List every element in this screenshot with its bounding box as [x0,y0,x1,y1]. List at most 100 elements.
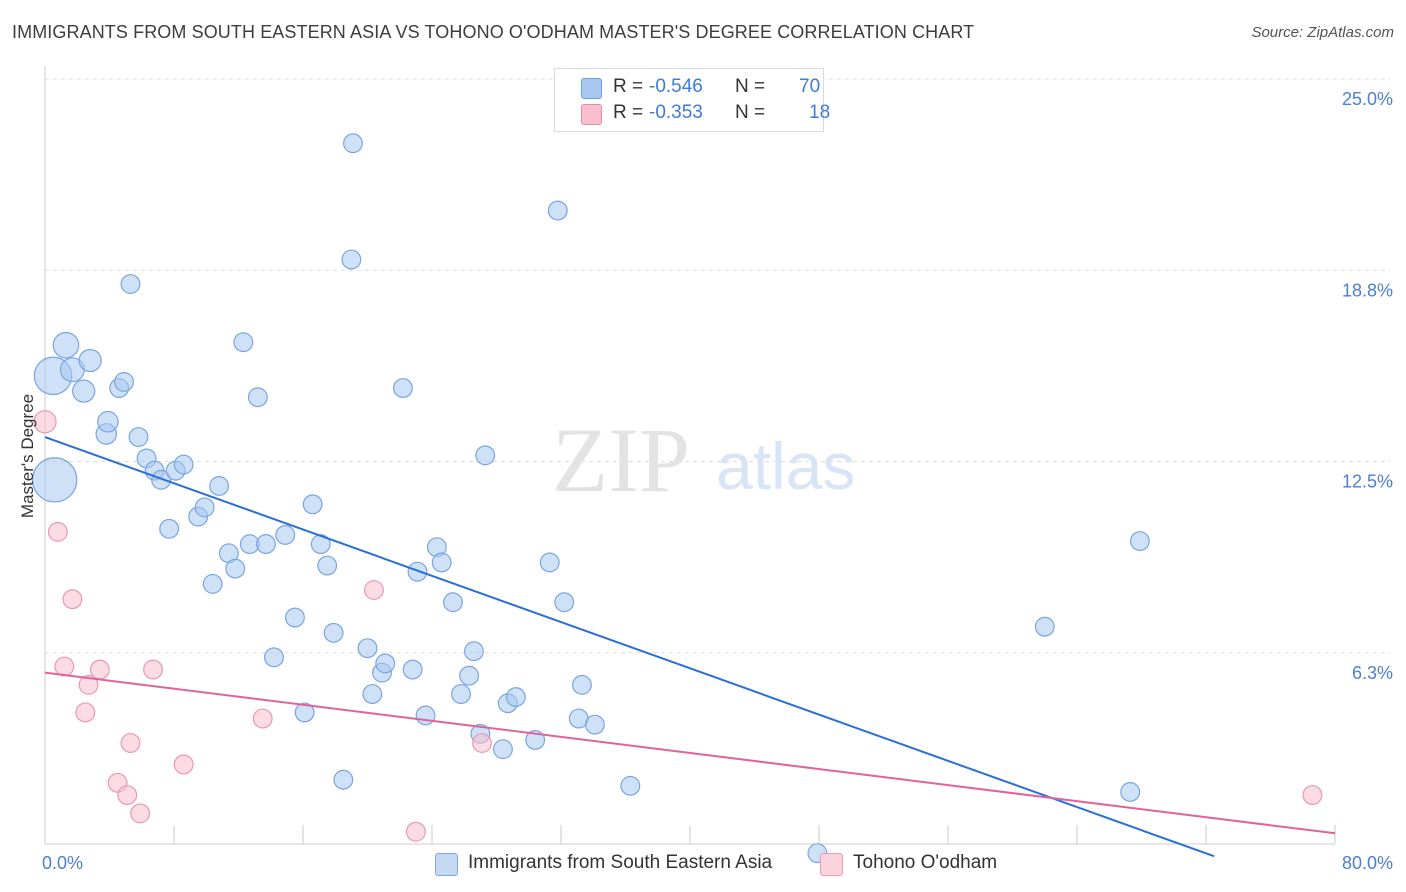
data-point-tohono [472,733,492,753]
data-point-tohono [143,659,163,680]
data-point-asia [31,457,78,503]
data-point-asia [151,469,172,490]
y-tick-label: 25.0% [1342,89,1393,109]
data-point-tohono [120,733,141,753]
data-point-asia [233,332,254,353]
data-point-asia [323,622,344,643]
data-point-tohono [364,580,384,600]
data-point-asia [202,573,223,594]
data-point-asia [114,371,134,392]
trend-layer [44,436,1336,858]
data-point-asia [284,607,305,628]
data-point-asia [415,705,436,726]
data-point-tohono [54,656,75,677]
watermark: ZIP atlas [552,409,855,511]
data-point-asia [539,552,560,573]
legend-n-label: N = [735,102,766,123]
chart-source: Source: ZipAtlas.com [1251,24,1394,41]
data-point-asia [402,659,423,680]
x-tick-label-right: 80.0% [1342,853,1393,873]
data-point-asia [159,518,180,539]
data-point-asia [357,638,378,659]
data-point-tohono [62,589,83,610]
watermark-atlas: atlas [716,429,855,503]
data-point-asia [525,730,546,750]
data-point-tohono [1302,785,1323,805]
data-point-asia [247,387,268,408]
data-point-asia [547,200,568,221]
data-point-tohono [89,659,110,680]
data-point-asia [451,684,471,705]
legend-n-value: 70 [799,76,821,97]
data-point-asia [362,684,383,705]
data-point-tohono [78,674,99,695]
data-point-tohono [117,785,138,805]
axis-layer [44,66,1336,845]
data-point-asia [128,427,149,447]
data-point-tohono [405,821,426,842]
data-point-tohono [252,708,273,729]
legend-r-label: R = [613,102,644,123]
data-point-asia [294,702,315,723]
data-point-asia [407,561,428,582]
data-point-asia [431,552,452,573]
data-point-asia [459,665,480,686]
data-point-tohono [130,803,151,824]
data-point-asia [173,454,194,475]
chart-title: IMMIGRANTS FROM SOUTH EASTERN ASIA VS TO… [12,22,975,42]
legend-r-label: R = [613,76,644,97]
y-tick-label: 12.5% [1342,472,1393,492]
bottom-legend-label: Tohono O'odham [853,852,998,873]
data-point-asia [375,653,396,674]
data-point-asia [209,476,230,496]
data-point-tohono [33,410,57,434]
legend-swatch-pink [581,104,602,125]
data-point-asia [275,524,296,545]
data-point-asia [463,641,484,662]
data-point-asia [225,558,246,579]
data-point-asia [310,534,331,555]
grid-layer [45,78,1390,654]
data-point-tohono [75,702,96,723]
data-point-asia [333,769,354,790]
data-point-asia [1034,616,1055,637]
correlation-legend: R = -0.546 N = 70 R = -0.353 N = 18 [554,68,830,132]
bottom-legend-label: Immigrants from South Eastern Asia [468,852,773,873]
points-layer [31,133,1323,864]
data-point-asia [255,534,276,555]
data-point-asia [97,410,119,433]
y-axis-label: Master's Degree [18,394,37,518]
data-point-asia [1129,531,1150,552]
data-point-tohono [173,754,194,775]
data-point-asia [475,445,496,466]
data-point-asia [120,274,141,294]
label-layer: 25.0% 18.8% 12.5% 6.3% 0.0% 80.0% Master's Deg… [18,89,1393,873]
data-point-asia [302,494,323,515]
watermark-zip: ZIP [552,409,690,511]
y-tick-label: 18.8% [1342,280,1393,300]
bottom-legend-swatch-blue [435,853,458,876]
data-point-asia [393,378,413,399]
y-tick-label: 6.3% [1352,663,1393,683]
data-point-asia [493,739,513,760]
data-point-asia [78,348,102,373]
data-point-asia [72,379,96,403]
legend-r-value: -0.546 [649,76,703,97]
data-point-asia [52,331,80,359]
data-point-asia [343,133,363,154]
data-point-asia [443,592,463,613]
data-point-asia [194,497,215,518]
legend-r-value: -0.353 [649,102,703,123]
data-point-asia [341,249,362,270]
data-point-asia [505,687,526,708]
data-point-asia [554,592,575,613]
data-point-asia [317,555,338,576]
trend-line-asia [44,436,1215,858]
legend-swatch-blue [581,78,602,99]
legend-n-label: N = [735,76,766,97]
bottom-legend-swatch-pink [820,853,843,876]
trend-line-tohono [44,671,1336,835]
data-point-tohono [47,521,68,542]
data-point-asia [620,775,641,796]
